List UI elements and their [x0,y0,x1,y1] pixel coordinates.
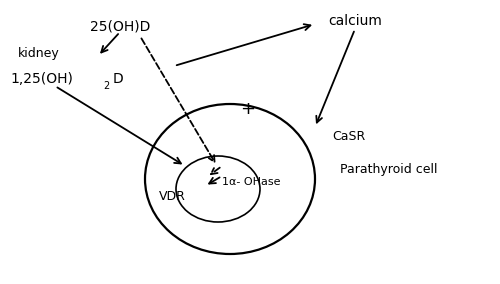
Text: +: + [240,100,256,118]
Text: 25(OH)D: 25(OH)D [90,19,150,33]
Text: 2: 2 [103,81,109,91]
Text: CaSR: CaSR [332,130,365,143]
Text: Parathyroid cell: Parathyroid cell [340,162,438,176]
Text: calcium: calcium [328,14,382,28]
Text: VDR: VDR [158,189,186,202]
Text: kidney: kidney [18,47,60,60]
Text: 1,25(OH): 1,25(OH) [10,72,73,86]
Text: 1α- OHase: 1α- OHase [222,177,280,187]
Text: D: D [113,72,124,86]
